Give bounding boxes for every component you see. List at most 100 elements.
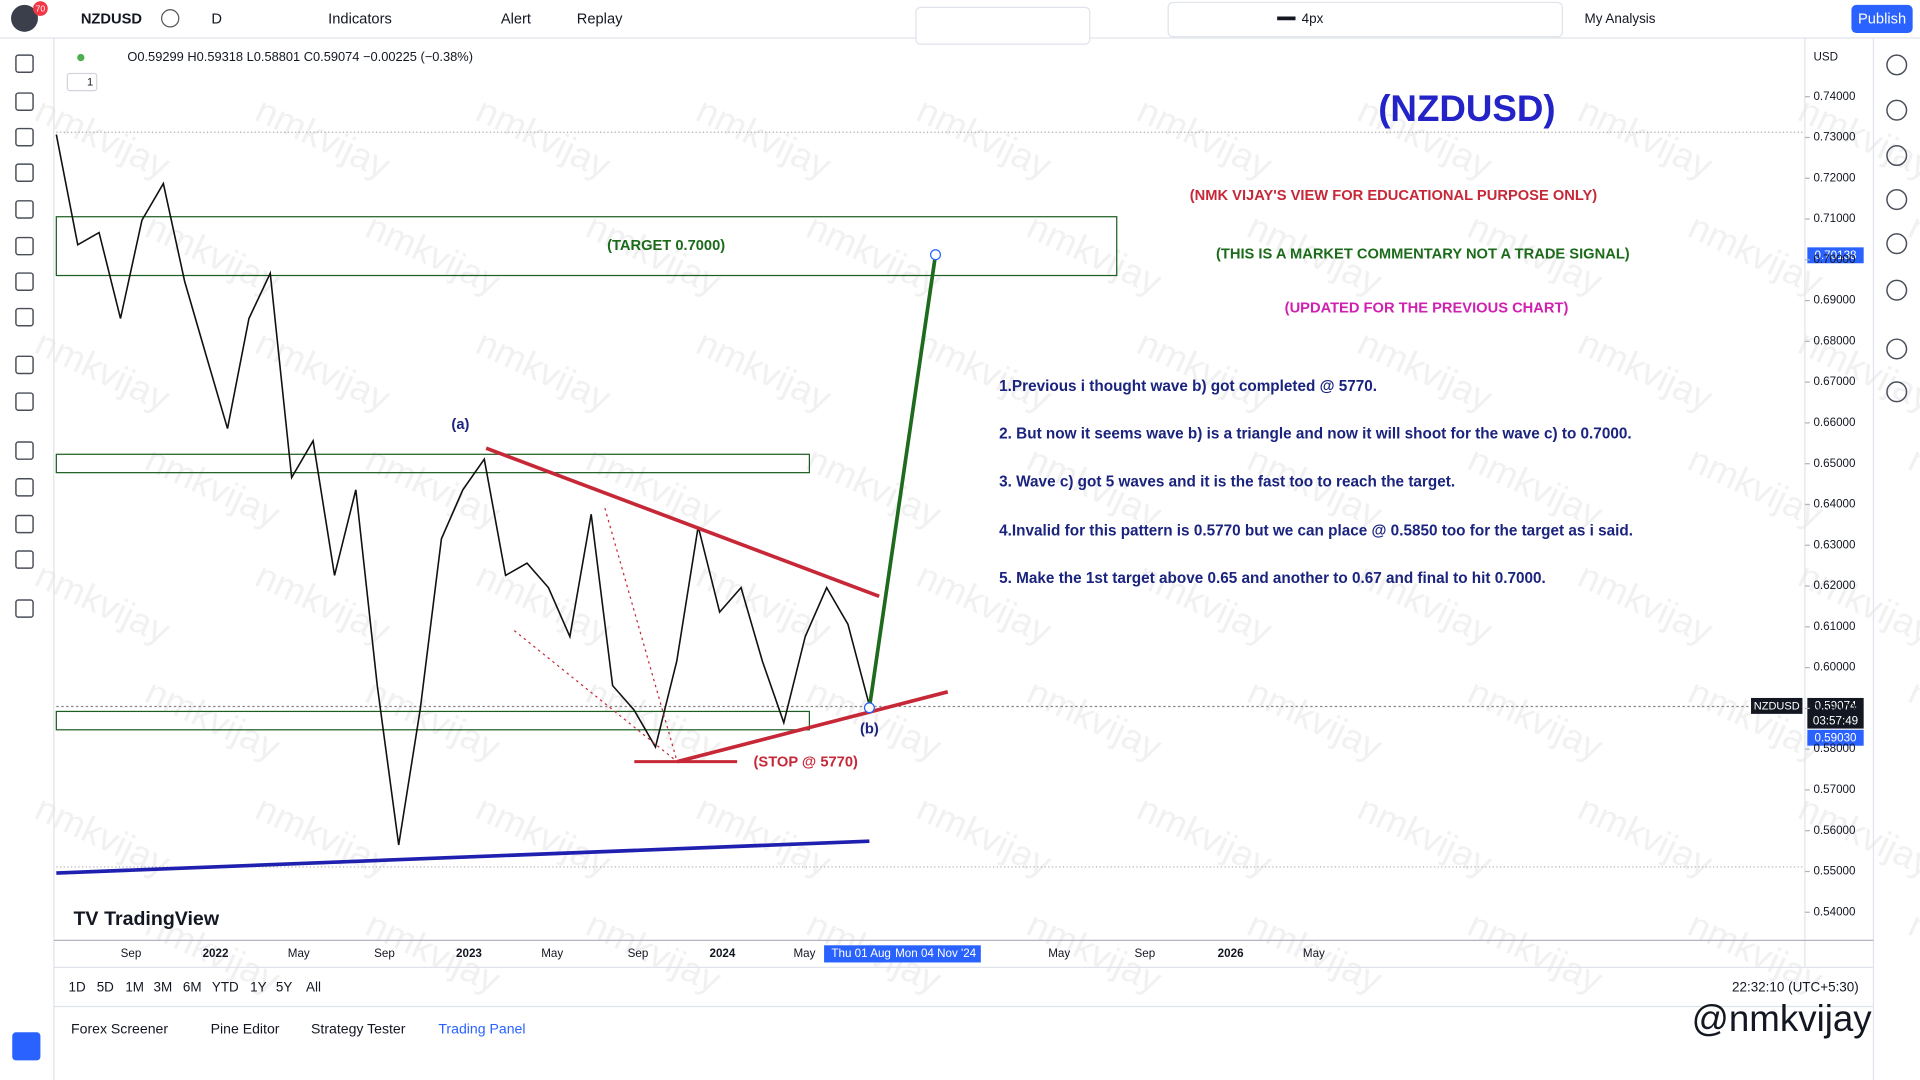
range-button[interactable]: 6M — [183, 980, 202, 995]
x-tick-label: May — [1048, 947, 1070, 960]
watermark: nmkvijay — [139, 438, 286, 536]
tool-icon[interactable] — [15, 514, 34, 534]
watermark: nmkvijay — [250, 89, 397, 187]
side-icon[interactable] — [1886, 189, 1908, 211]
handle[interactable] — [863, 702, 875, 714]
side-icon[interactable] — [1886, 54, 1908, 76]
side-icon[interactable] — [1886, 144, 1908, 167]
tool-icon[interactable] — [15, 272, 34, 291]
watermark: nmkvijay — [1903, 438, 1920, 536]
analysis-point: 1.Previous i thought wave b) got complet… — [999, 378, 1377, 395]
favorite-button[interactable] — [12, 1032, 41, 1061]
updated-note: (UPDATED FOR THE PREVIOUS CHART) — [1285, 300, 1569, 316]
y-tick-label: 0.61000 — [1813, 620, 1856, 633]
watermark: nmkvijay — [29, 554, 176, 652]
range-button[interactable]: 1Y — [250, 980, 266, 995]
panel-tab[interactable]: Trading Panel — [438, 1021, 525, 1037]
collapse-button[interactable] — [66, 72, 98, 92]
tool-icon[interactable] — [15, 163, 34, 182]
range-button[interactable]: YTD — [212, 980, 239, 995]
watermark: nmkvijay — [580, 438, 727, 536]
tool-icon[interactable] — [15, 550, 34, 569]
tool-icon[interactable] — [15, 307, 34, 327]
brush-size[interactable]: 4px — [1302, 11, 1324, 26]
y-tick-label: 0.73000 — [1813, 131, 1856, 144]
watermark: nmkvijay — [139, 205, 286, 303]
y-tick-label: 0.71000 — [1813, 212, 1856, 225]
panel-tab[interactable]: Forex Screener — [71, 1021, 168, 1037]
range-button[interactable]: 1M — [125, 980, 144, 995]
watermark: nmkvijay — [801, 205, 948, 303]
watermark: nmkvijay — [1572, 554, 1719, 652]
wave-label: (a) — [451, 417, 469, 433]
range-button[interactable]: 5Y — [276, 980, 292, 995]
publish-label[interactable]: Publish — [1858, 11, 1906, 27]
target-tag — [1807, 247, 1864, 264]
brand-logo: TV — [73, 908, 98, 930]
symbol[interactable]: NZDUSD — [81, 11, 142, 27]
low-tag — [1807, 729, 1864, 746]
ohlc-legend: O0.59299 H0.59318 L0.58801 C0.59074 −0.0… — [127, 49, 473, 64]
tool-icon[interactable] — [15, 355, 34, 375]
symbol-tag — [1751, 697, 1803, 714]
drawing-toolbar — [915, 6, 1091, 45]
y-tick-label: 0.68000 — [1813, 334, 1856, 347]
interval[interactable]: D — [211, 11, 222, 27]
panel-tab[interactable]: Pine Editor — [211, 1021, 280, 1037]
watermark: nmkvijay — [690, 89, 837, 187]
alert-button[interactable]: Alert — [501, 11, 531, 27]
watermark: nmkvijay — [470, 787, 617, 885]
tool-icon[interactable] — [15, 392, 34, 411]
add-icon[interactable] — [161, 9, 180, 28]
publish-button[interactable] — [1851, 4, 1913, 34]
resistance-zone — [55, 453, 810, 474]
y-tick-label: 0.55000 — [1813, 865, 1856, 878]
tool-icon[interactable] — [15, 200, 34, 219]
watermark: nmkvijay — [1131, 322, 1278, 420]
y-tick-label: 0.67000 — [1813, 375, 1856, 388]
tool-icon[interactable] — [15, 478, 34, 497]
side-icon[interactable] — [1886, 338, 1908, 360]
range-button[interactable]: 1D — [69, 980, 86, 995]
side-icon[interactable] — [1886, 99, 1908, 121]
range-button[interactable]: 3M — [154, 980, 173, 995]
replay-button[interactable]: Replay — [577, 11, 623, 27]
avatar[interactable] — [11, 4, 38, 32]
watermark: nmkvijay — [360, 205, 507, 303]
indicators-button[interactable]: Indicators — [328, 11, 392, 27]
watermark: nmkvijay — [1793, 787, 1920, 885]
wave-label: (b) — [860, 722, 879, 738]
support-trendline — [56, 839, 870, 875]
handle[interactable] — [930, 249, 942, 261]
layout-name[interactable]: My Analysis — [1584, 11, 1655, 26]
side-icon[interactable] — [1886, 381, 1908, 403]
watermark: nmkvijay — [1462, 438, 1609, 536]
y-tick-label: 0.70000 — [1813, 253, 1856, 266]
y-tick-label: 0.60000 — [1813, 661, 1856, 674]
panel-tab[interactable]: Strategy Tester — [311, 1021, 406, 1037]
range-button[interactable]: 5D — [97, 980, 114, 995]
side-icon[interactable] — [1886, 233, 1908, 255]
watermark: nmkvijay — [911, 89, 1058, 187]
y-tick-label: 0.63000 — [1813, 538, 1856, 551]
watermark: nmkvijay — [1682, 438, 1829, 536]
range-button[interactable]: All — [306, 980, 321, 995]
countdown: 03:57:49 — [1813, 714, 1858, 727]
tool-icon[interactable] — [15, 127, 34, 147]
tool-icon[interactable] — [15, 92, 34, 111]
tool-icon[interactable] — [15, 441, 34, 460]
plot — [55, 134, 871, 846]
analysis-point: 4.Invalid for this pattern is 0.5770 but… — [999, 522, 1633, 539]
tool-icon[interactable] — [15, 599, 34, 618]
tool-icon[interactable] — [15, 236, 34, 256]
x-tick-label: Sep — [628, 947, 649, 960]
analysis-point: 5. Make the 1st target above 0.65 and an… — [999, 570, 1546, 587]
x-tick-label: 2023 — [456, 947, 482, 960]
y-tick-label: 0.57000 — [1813, 783, 1856, 796]
currency[interactable]: USD — [1813, 51, 1838, 64]
side-icon[interactable] — [1886, 279, 1908, 301]
tool-icon[interactable] — [15, 54, 34, 73]
watermark: nmkvijay — [580, 903, 727, 1001]
watermark: nmkvijay — [1572, 787, 1719, 885]
